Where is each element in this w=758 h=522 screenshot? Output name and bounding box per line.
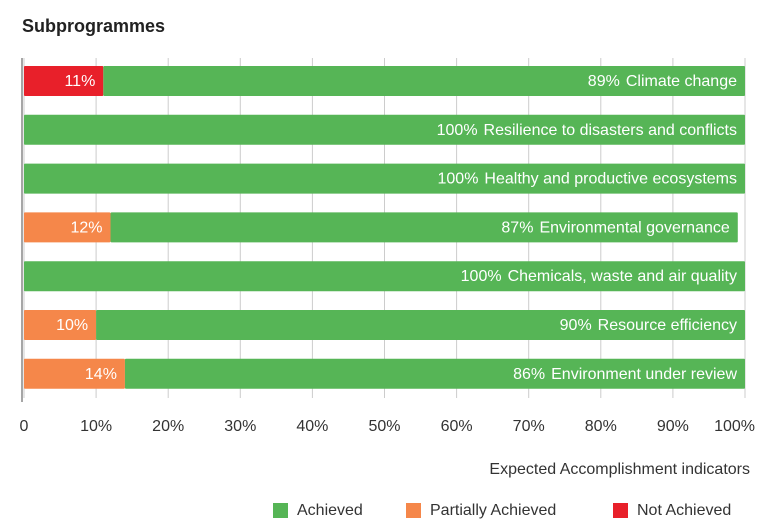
- category-label: Environment under review: [551, 366, 737, 383]
- chart-title: Subprogrammes: [22, 16, 165, 36]
- value-label: 100%: [461, 268, 502, 285]
- bar-segment: [96, 310, 746, 340]
- bar-label: 100% Resilience to disasters and conflict…: [437, 122, 737, 139]
- value-label: 89%: [588, 73, 620, 90]
- value-label: 12%: [70, 220, 102, 237]
- x-tick-label: 70%: [513, 418, 545, 435]
- bar-segment: [24, 261, 745, 292]
- value-label: 86%: [513, 366, 545, 383]
- legend-swatch: [613, 503, 628, 518]
- category-label: Climate change: [626, 73, 737, 90]
- x-tick-label: 0: [20, 418, 29, 435]
- bar-segment: [24, 310, 97, 340]
- bar-segment: [24, 358, 125, 389]
- bar-label: 100% Chemicals, waste and air quality: [461, 268, 737, 285]
- x-tick-label: 40%: [296, 418, 328, 435]
- value-label: 100%: [437, 122, 478, 139]
- legend-label: Partially Achieved: [430, 502, 556, 519]
- x-tick-label: 100%: [714, 418, 755, 435]
- legend-swatch: [406, 503, 421, 518]
- value-label: 14%: [85, 366, 117, 383]
- x-axis-label: Expected Accomplishment indicators: [489, 461, 750, 478]
- x-tick-label: 30%: [224, 418, 256, 435]
- bar-segment: [24, 163, 745, 194]
- bar-segment: [124, 358, 745, 389]
- bar-label: 87% Environmental governance: [501, 220, 729, 237]
- bar-segment: [110, 212, 738, 243]
- bar-segment: [103, 66, 745, 96]
- bar-label: 86% Environment under review: [513, 366, 737, 383]
- bar-segment: [24, 212, 111, 243]
- legend-label: Not Achieved: [637, 502, 731, 519]
- value-label: 11%: [64, 73, 95, 90]
- bar-label: 89% Climate change: [588, 73, 737, 90]
- legend-label: Achieved: [297, 502, 363, 519]
- category-label: Resource efficiency: [598, 317, 737, 334]
- x-tick-label: 50%: [368, 418, 400, 435]
- category-label: Healthy and productive ecosystems: [484, 171, 737, 188]
- x-tick-label: 10%: [80, 418, 112, 435]
- bar-label: 100% Healthy and productive ecosystems: [438, 171, 738, 188]
- x-tick-label: 60%: [441, 418, 473, 435]
- x-tick-label: 20%: [152, 418, 184, 435]
- bar-segment: [24, 66, 104, 96]
- value-label: 100%: [438, 171, 479, 188]
- value-label: 87%: [501, 220, 533, 237]
- value-label: 10%: [56, 317, 88, 334]
- bar-segment: [24, 114, 745, 145]
- legend-swatch: [273, 503, 288, 518]
- x-tick-label: 90%: [657, 418, 689, 435]
- x-tick-label: 80%: [585, 418, 617, 435]
- value-label: 90%: [560, 317, 592, 334]
- bar-label: 90% Resource efficiency: [560, 317, 737, 334]
- category-label: Resilience to disasters and conflicts: [484, 122, 737, 139]
- category-label: Chemicals, waste and air quality: [508, 268, 737, 285]
- category-label: Environmental governance: [539, 220, 729, 237]
